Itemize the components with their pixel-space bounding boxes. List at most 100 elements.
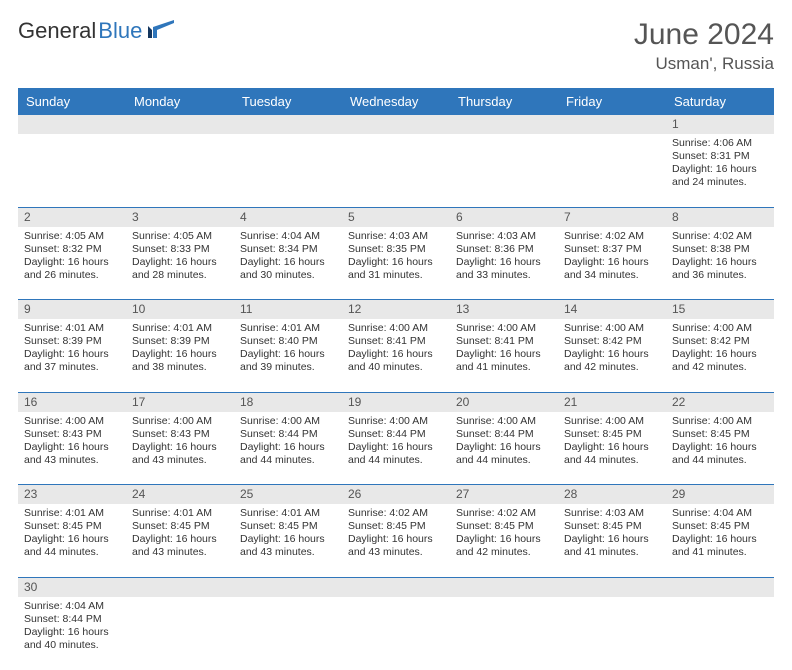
- day-header: Friday: [558, 88, 666, 115]
- day-number-cell: [450, 577, 558, 597]
- day-cell: Sunrise: 4:04 AMSunset: 8:34 PMDaylight:…: [234, 227, 342, 300]
- day-cell: Sunrise: 4:02 AMSunset: 8:37 PMDaylight:…: [558, 227, 666, 300]
- sunrise-text: Sunrise: 4:02 AM: [348, 507, 444, 520]
- day-number-cell: [666, 577, 774, 597]
- day-cell: Sunrise: 4:01 AMSunset: 8:40 PMDaylight:…: [234, 319, 342, 392]
- day-cell: Sunrise: 4:02 AMSunset: 8:45 PMDaylight:…: [450, 504, 558, 577]
- daylight-text: Daylight: 16 hours and 42 minutes.: [564, 348, 660, 374]
- day-cell: Sunrise: 4:02 AMSunset: 8:38 PMDaylight:…: [666, 227, 774, 300]
- sunrise-text: Sunrise: 4:01 AM: [132, 507, 228, 520]
- day-number-cell: 7: [558, 207, 666, 227]
- sunrise-text: Sunrise: 4:00 AM: [564, 415, 660, 428]
- sunset-text: Sunset: 8:45 PM: [348, 520, 444, 533]
- sunrise-text: Sunrise: 4:04 AM: [672, 507, 768, 520]
- sunset-text: Sunset: 8:32 PM: [24, 243, 120, 256]
- sunset-text: Sunset: 8:45 PM: [24, 520, 120, 533]
- sunrise-text: Sunrise: 4:00 AM: [24, 415, 120, 428]
- logo-flag-icon: [148, 20, 174, 38]
- daylight-text: Daylight: 16 hours and 31 minutes.: [348, 256, 444, 282]
- daylight-text: Daylight: 16 hours and 43 minutes.: [132, 441, 228, 467]
- day-cell: Sunrise: 4:00 AMSunset: 8:41 PMDaylight:…: [342, 319, 450, 392]
- day-number-cell: 3: [126, 207, 234, 227]
- title-block: June 2024 Usman', Russia: [634, 18, 774, 74]
- day-number-cell: 25: [234, 485, 342, 505]
- sunset-text: Sunset: 8:35 PM: [348, 243, 444, 256]
- sunset-text: Sunset: 8:42 PM: [672, 335, 768, 348]
- day-number-cell: 19: [342, 392, 450, 412]
- sunset-text: Sunset: 8:40 PM: [240, 335, 336, 348]
- day-header: Monday: [126, 88, 234, 115]
- daylight-text: Daylight: 16 hours and 34 minutes.: [564, 256, 660, 282]
- sunrise-text: Sunrise: 4:04 AM: [24, 600, 120, 613]
- sunrise-text: Sunrise: 4:02 AM: [456, 507, 552, 520]
- sunset-text: Sunset: 8:39 PM: [132, 335, 228, 348]
- day-header: Saturday: [666, 88, 774, 115]
- sunrise-text: Sunrise: 4:05 AM: [132, 230, 228, 243]
- daylight-text: Daylight: 16 hours and 41 minutes.: [672, 533, 768, 559]
- day-number-cell: 14: [558, 300, 666, 320]
- day-cell: [558, 134, 666, 207]
- day-cell: Sunrise: 4:00 AMSunset: 8:45 PMDaylight:…: [666, 412, 774, 485]
- day-cell: [342, 134, 450, 207]
- day-number-cell: 15: [666, 300, 774, 320]
- day-number-cell: 20: [450, 392, 558, 412]
- sunrise-text: Sunrise: 4:00 AM: [564, 322, 660, 335]
- day-cell: Sunrise: 4:06 AMSunset: 8:31 PMDaylight:…: [666, 134, 774, 207]
- sunrise-text: Sunrise: 4:00 AM: [348, 415, 444, 428]
- sunrise-text: Sunrise: 4:00 AM: [672, 322, 768, 335]
- daylight-text: Daylight: 16 hours and 36 minutes.: [672, 256, 768, 282]
- calendar-table: SundayMondayTuesdayWednesdayThursdayFrid…: [18, 88, 774, 670]
- day-cell: Sunrise: 4:00 AMSunset: 8:42 PMDaylight:…: [558, 319, 666, 392]
- daylight-text: Daylight: 16 hours and 41 minutes.: [564, 533, 660, 559]
- day-cell: Sunrise: 4:00 AMSunset: 8:45 PMDaylight:…: [558, 412, 666, 485]
- location: Usman', Russia: [634, 54, 774, 74]
- sunrise-text: Sunrise: 4:01 AM: [24, 507, 120, 520]
- daylight-text: Daylight: 16 hours and 30 minutes.: [240, 256, 336, 282]
- day-number-cell: [126, 115, 234, 134]
- day-cell: Sunrise: 4:00 AMSunset: 8:41 PMDaylight:…: [450, 319, 558, 392]
- daylight-text: Daylight: 16 hours and 41 minutes.: [456, 348, 552, 374]
- day-cell: Sunrise: 4:04 AMSunset: 8:44 PMDaylight:…: [18, 597, 126, 670]
- sunrise-text: Sunrise: 4:03 AM: [348, 230, 444, 243]
- sunset-text: Sunset: 8:31 PM: [672, 150, 768, 163]
- sunset-text: Sunset: 8:44 PM: [24, 613, 120, 626]
- sunrise-text: Sunrise: 4:01 AM: [132, 322, 228, 335]
- sunset-text: Sunset: 8:33 PM: [132, 243, 228, 256]
- daylight-text: Daylight: 16 hours and 40 minutes.: [348, 348, 444, 374]
- day-number-cell: 2: [18, 207, 126, 227]
- daylight-text: Daylight: 16 hours and 44 minutes.: [24, 533, 120, 559]
- day-number-cell: [18, 115, 126, 134]
- sunrise-text: Sunrise: 4:06 AM: [672, 137, 768, 150]
- day-number-cell: 16: [18, 392, 126, 412]
- day-cell: Sunrise: 4:00 AMSunset: 8:43 PMDaylight:…: [126, 412, 234, 485]
- sunset-text: Sunset: 8:34 PM: [240, 243, 336, 256]
- sunset-text: Sunset: 8:45 PM: [132, 520, 228, 533]
- sunset-text: Sunset: 8:39 PM: [24, 335, 120, 348]
- day-cell: Sunrise: 4:03 AMSunset: 8:36 PMDaylight:…: [450, 227, 558, 300]
- page-header: GeneralBlue June 2024 Usman', Russia: [18, 18, 774, 74]
- sunrise-text: Sunrise: 4:00 AM: [456, 415, 552, 428]
- sunset-text: Sunset: 8:45 PM: [564, 428, 660, 441]
- day-number-cell: [342, 115, 450, 134]
- day-cell: [234, 597, 342, 670]
- sunset-text: Sunset: 8:45 PM: [240, 520, 336, 533]
- sunrise-text: Sunrise: 4:01 AM: [240, 507, 336, 520]
- day-number-cell: 1: [666, 115, 774, 134]
- daylight-text: Daylight: 16 hours and 44 minutes.: [240, 441, 336, 467]
- sunset-text: Sunset: 8:44 PM: [456, 428, 552, 441]
- day-cell: Sunrise: 4:00 AMSunset: 8:44 PMDaylight:…: [342, 412, 450, 485]
- calendar-body: 1 Sunrise: 4:06 AMSunset: 8:31 PMDayligh…: [18, 115, 774, 670]
- day-cell: Sunrise: 4:01 AMSunset: 8:45 PMDaylight:…: [18, 504, 126, 577]
- daylight-text: Daylight: 16 hours and 44 minutes.: [672, 441, 768, 467]
- day-header: Thursday: [450, 88, 558, 115]
- month-title: June 2024: [634, 18, 774, 52]
- day-header: Wednesday: [342, 88, 450, 115]
- sunset-text: Sunset: 8:45 PM: [456, 520, 552, 533]
- day-number-cell: 4: [234, 207, 342, 227]
- day-cell: [126, 597, 234, 670]
- sunset-text: Sunset: 8:43 PM: [132, 428, 228, 441]
- day-cell: Sunrise: 4:00 AMSunset: 8:42 PMDaylight:…: [666, 319, 774, 392]
- logo-text-2: Blue: [98, 18, 142, 44]
- day-cell: [666, 597, 774, 670]
- day-number-cell: [450, 115, 558, 134]
